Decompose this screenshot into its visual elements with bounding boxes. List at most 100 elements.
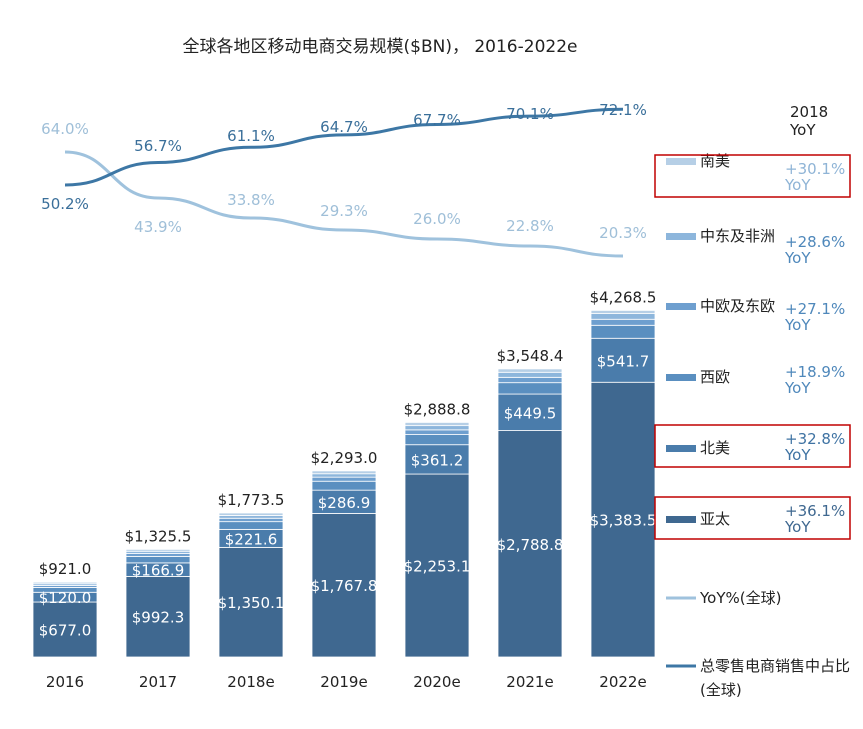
legend-yoy-西欧: +18.9% YoY: [784, 363, 845, 397]
label-na-2021e: $449.5: [504, 404, 557, 422]
share-label-2017: 56.7%: [134, 137, 182, 155]
yoy-label-2017: 43.9%: [134, 218, 182, 236]
legend-label-亚太: 亚太: [700, 510, 730, 528]
bar-segment-中欧及东欧-2022e: [590, 318, 656, 326]
bar-segment-西欧-2019e: [311, 480, 377, 491]
x-tick-2021e: 2021e: [506, 673, 553, 691]
legend-header: 2018 YoY: [789, 103, 828, 139]
bar-segment-北美-2022e: [590, 337, 656, 383]
legend-swatch-西欧: [666, 374, 696, 381]
yoy-label-2022e: 20.3%: [599, 224, 647, 242]
line-share-global: [64, 107, 624, 187]
bar-segment-中欧及东欧-2020e: [404, 429, 470, 435]
label-apac-2018e: $1,350.1: [218, 594, 285, 612]
legend-label-西欧: 西欧: [700, 368, 730, 386]
share-label-2021e: 70.1%: [506, 105, 554, 123]
legend-label-yoy: YoY%(全球): [699, 589, 781, 607]
x-tick-2022e: 2022e: [599, 673, 646, 691]
bar-segment-中东及非洲-2022e: [590, 313, 656, 320]
label-total-2016: $921.0: [39, 560, 92, 578]
chart-title: 全球各地区移动电商交易规模($BN)， 2016-2022e: [183, 37, 578, 57]
bar-segment-西欧-2021e: [497, 382, 563, 395]
legend-label-北美: 北美: [700, 439, 730, 457]
bar-segment-南美-2019e: [311, 470, 377, 475]
legend-highlight-北美: [654, 424, 851, 468]
label-apac-2020e: $2,253.1: [404, 558, 471, 576]
label-na-2016: $120.0: [39, 589, 92, 607]
legend-label-share: 总零售电商销售中占比(全球): [700, 657, 850, 699]
legend-swatch-中欧及东欧: [666, 303, 696, 310]
legend-highlight-南美: [654, 154, 851, 198]
bar-segment-中东及非洲-2021e: [497, 371, 563, 378]
label-na-2019e: $286.9: [318, 494, 371, 512]
bar-segment-中欧及东欧-2017: [125, 553, 191, 557]
bar-segment-西欧-2018e: [218, 521, 284, 530]
bar-segment-中东及非洲-2018e: [218, 515, 284, 519]
label-total-2020e: $2,888.8: [404, 400, 471, 418]
x-axis: 2016 2017 2018e 2019e 2020e 2021e 2022e: [46, 673, 647, 691]
label-apac-2016: $677.0: [39, 622, 92, 640]
bar-segment-中欧及东欧-2021e: [497, 376, 563, 384]
bar-segment-亚太-2016: [32, 601, 98, 658]
bar-segment-南美-2020e: [404, 422, 470, 427]
bar-segment-北美-2021e: [497, 393, 563, 431]
bar-segment-中东及非洲-2020e: [404, 425, 470, 431]
share-label-2016: 50.2%: [41, 195, 89, 213]
bar-segment-亚太-2019e: [311, 513, 377, 658]
label-apac-2017: $992.3: [132, 609, 185, 627]
bar-segment-南美-2021e: [497, 368, 563, 373]
yoy-label-2016: 64.0%: [41, 120, 89, 138]
legend-label-南美: 南美: [700, 152, 730, 170]
share-label-2019e: 64.7%: [320, 118, 368, 136]
label-apac-2019e: $1,767.8: [311, 577, 378, 595]
bar-segment-北美-2020e: [404, 444, 470, 475]
yoy-label-2021e: 22.8%: [506, 217, 554, 235]
line-yoy-global: [64, 150, 624, 258]
legend-yoy-中东及非洲: +28.6% YoY: [784, 233, 845, 267]
bar-segment-亚太-2020e: [404, 473, 470, 658]
yoy-label-2018e: 33.8%: [227, 191, 275, 209]
share-label-2020e: 67.7%: [413, 111, 461, 129]
bar-segment-中欧及东欧-2019e: [311, 476, 377, 482]
legend-label-中欧及东欧: 中欧及东欧: [700, 297, 775, 315]
legend-label-中东及非洲: 中东及非洲: [700, 227, 775, 245]
bar-segment-西欧-2020e: [404, 434, 470, 446]
share-label-2018e: 61.1%: [227, 127, 275, 145]
bar-segment-南美-2017: [125, 548, 191, 552]
label-total-2019e: $2,293.0: [311, 449, 378, 467]
bar-segment-南美-2022e: [590, 309, 656, 314]
x-tick-2018e: 2018e: [227, 673, 274, 691]
bar-segment-南美-2018e: [218, 512, 284, 516]
label-apac-2022e: $3,383.5: [590, 512, 657, 530]
label-total-2021e: $3,548.4: [497, 347, 564, 365]
legend-swatch-中东及非洲: [666, 233, 696, 240]
label-total-2018e: $1,773.5: [218, 491, 285, 509]
legend-yoy-南美: +30.1% YoY: [784, 160, 845, 194]
x-tick-2016: 2016: [46, 673, 84, 691]
bar-segment-亚太-2022e: [590, 381, 656, 658]
label-total-2022e: $4,268.5: [590, 288, 657, 306]
legend-yoy-中欧及东欧: +27.1% YoY: [784, 300, 845, 334]
bars: $677.0 $120.0 $921.0 $992.3 $166.9 $1,325.5 $1…: [32, 288, 657, 658]
bar-segment-中东及非洲-2019e: [311, 473, 377, 478]
yoy-label-2019e: 29.3%: [320, 202, 368, 220]
legend-highlight-亚太: [654, 496, 851, 540]
label-total-2017: $1,325.5: [125, 527, 192, 545]
yoy-label-2020e: 26.0%: [413, 210, 461, 228]
legend: 2018 YoY 南美 +30.1% YoY 中东及非洲 +28.6% YoY 中欧及东欧 +27…: [654, 103, 851, 699]
label-na-2018e: $221.6: [225, 530, 278, 548]
legend-swatch-亚太: [666, 516, 696, 523]
legend-yoy-北美: +32.8% YoY: [784, 430, 845, 464]
label-apac-2021e: $2,788.8: [497, 536, 564, 554]
label-na-2020e: $361.2: [411, 451, 464, 469]
bar-segment-亚太-2018e: [218, 546, 284, 658]
legend-swatch-南美: [666, 158, 696, 165]
label-na-2017: $166.9: [132, 562, 185, 580]
bar-segment-亚太-2017: [125, 576, 191, 658]
x-tick-2020e: 2020e: [413, 673, 460, 691]
x-tick-2017: 2017: [139, 673, 177, 691]
share-label-2022e: 72.1%: [599, 101, 647, 119]
label-na-2022e: $541.7: [597, 352, 650, 370]
bar-segment-西欧-2022e: [590, 324, 656, 339]
